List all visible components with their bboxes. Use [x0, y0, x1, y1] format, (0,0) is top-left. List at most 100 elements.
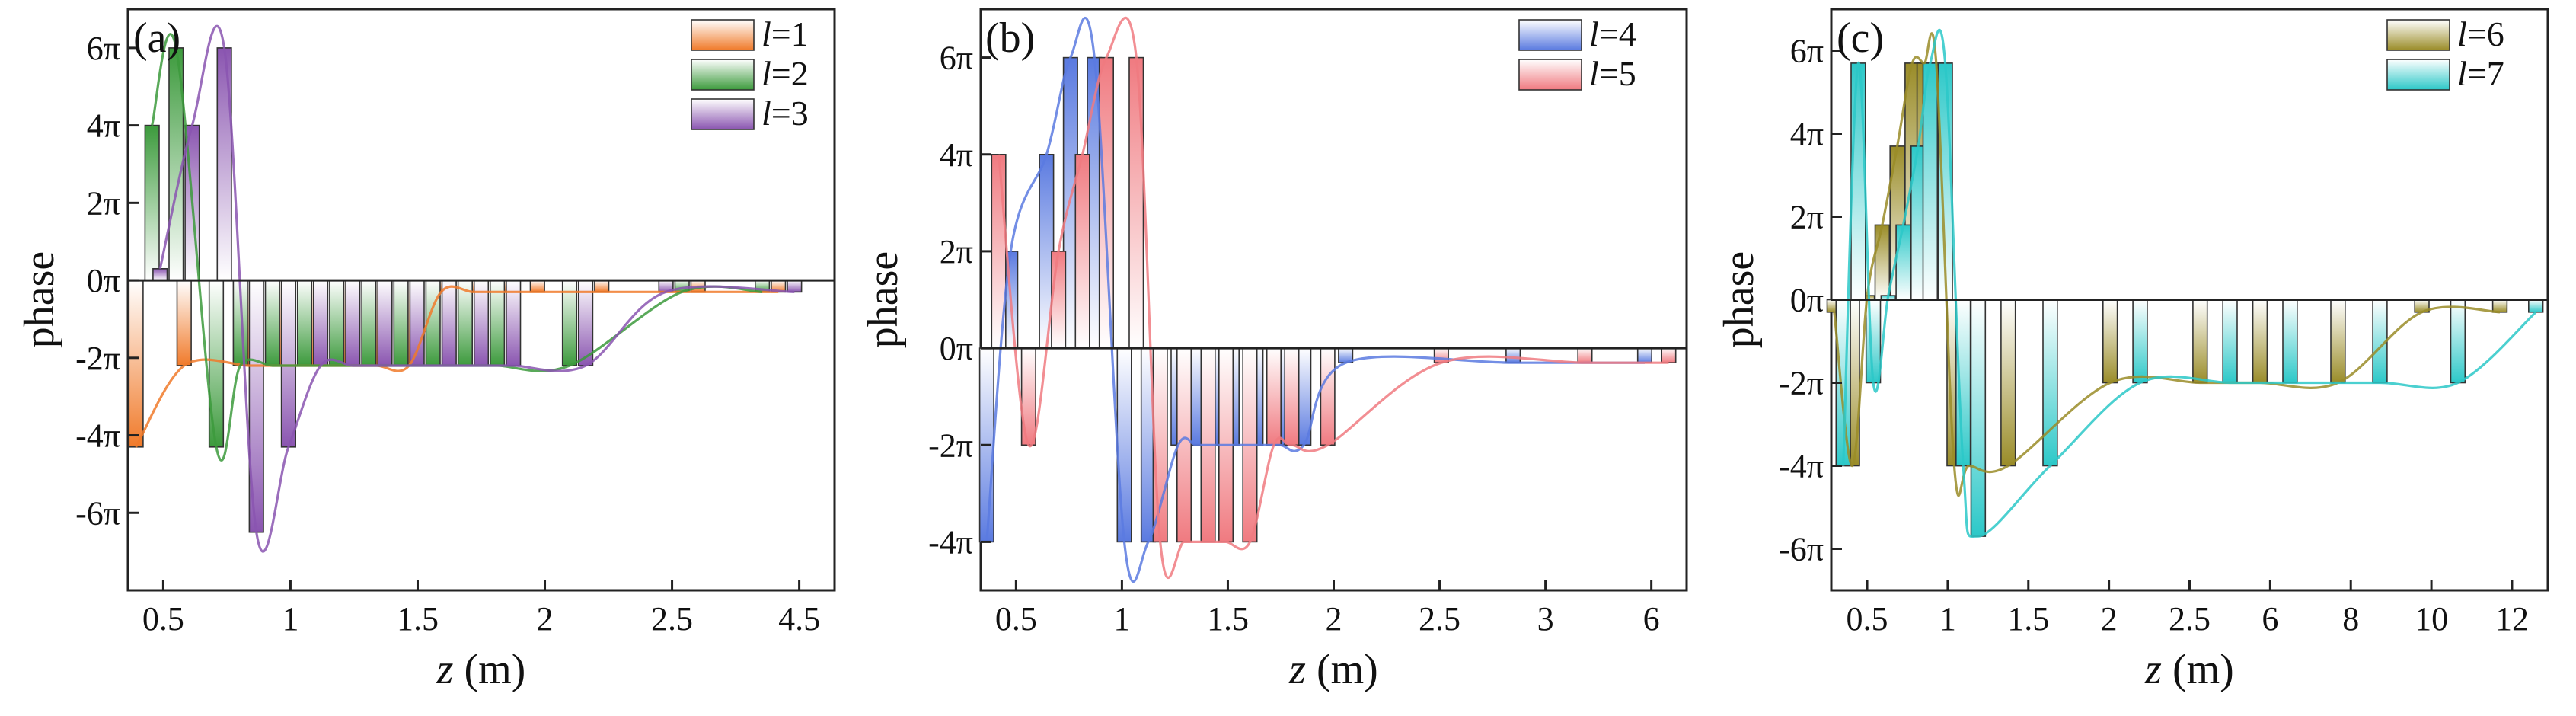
bar-0-1-4 [264, 280, 280, 366]
x-tick-label: 0.5 [995, 600, 1037, 638]
series-curve-2-1 [1842, 28, 2537, 539]
x-tick-label: 2 [537, 600, 554, 638]
bar-2-0-10 [2000, 299, 2016, 467]
bar-0-2-2 [216, 47, 232, 281]
bar-2-0-12 [2192, 299, 2208, 384]
bar-2-1-16 [2528, 299, 2544, 313]
bar-2-0-3 [1874, 224, 1891, 301]
legend-entry: l=7 [2457, 54, 2504, 93]
bar-2-1-4 [1895, 224, 1911, 301]
bar-0-1-10 [457, 280, 473, 366]
y-axis-label: phase [16, 251, 63, 349]
x-tick-label: 6 [1643, 600, 1660, 638]
bar-1-0-16 [1636, 347, 1652, 364]
bar-0-0-1 [176, 280, 192, 366]
x-tick-label: 1 [1939, 600, 1956, 638]
bar-0-2-0 [152, 267, 168, 281]
bar-0-1-5 [296, 280, 313, 366]
bar-0-0-12 [594, 280, 610, 293]
bar-1-1-4 [1098, 56, 1114, 349]
x-axis-label: z (m) [2144, 646, 2234, 693]
x-tick-label: 12 [2495, 600, 2529, 638]
y-tick-label: 2π [940, 233, 973, 270]
bar-2-0-14 [2330, 299, 2346, 384]
y-tick-label: -4π [75, 417, 120, 455]
x-tick-label: 2.5 [651, 600, 693, 638]
bar-0-1-6 [329, 280, 345, 366]
panel-c: 6π 4π 2π 0π -2π -4π -6π 0.5 1 1.5 2 2.5 6 8 10 12 z (m) p… [1716, 8, 2549, 693]
bar-2-0-13 [2252, 299, 2268, 384]
x-tick-label: 2 [1326, 600, 1342, 638]
y-tick-label: 0π [1790, 282, 1824, 319]
x-tick-label: 0.5 [1847, 600, 1888, 638]
series-curve-0-1 [151, 33, 763, 462]
x-tick-label: 2 [2101, 600, 2118, 638]
bar-1-0-5 [1116, 347, 1132, 543]
bar-1-1-11 [1266, 347, 1282, 446]
x-tick-label: 2.5 [1419, 600, 1460, 638]
x-axis-label: z (m) [1288, 646, 1378, 693]
panel-a: 6π 4π 2π 0π -2π -4π -6π 0.5 1 1.5 2 2.5 4.5 z (m) phas… [16, 8, 836, 693]
bar-1-1-3 [1074, 154, 1090, 349]
x-axis-label: z (m) [436, 646, 526, 693]
y-axis-label: phase [1716, 251, 1763, 349]
bar-2-1-12 [2222, 299, 2238, 384]
x-tick-label: 1.5 [2007, 600, 2049, 638]
legend-entry: l=2 [761, 54, 809, 93]
panel-label: (a) [133, 14, 180, 62]
x-tick-label: 10 [2415, 600, 2448, 638]
y-tick-label: -4π [928, 523, 973, 561]
bar-0-2-6 [345, 280, 361, 366]
bar-0-0-11 [529, 280, 545, 293]
y-tick-label: -2π [928, 427, 973, 464]
x-tick-label: 0.5 [142, 600, 184, 638]
bar-1-1-16 [1661, 347, 1677, 364]
y-axis-label: phase [860, 251, 907, 349]
y-tick-label: -4π [1779, 448, 1824, 485]
bar-1-1-2 [1051, 251, 1067, 349]
x-tick-label: 1.5 [1207, 600, 1249, 638]
x-tick-label: 6 [2262, 600, 2278, 638]
y-tick-label: 0π [87, 262, 120, 299]
bar-1-0-15 [1505, 347, 1521, 364]
legend-swatch [691, 59, 755, 91]
panel-label: (c) [1837, 14, 1884, 62]
y-tick-label: -2π [1779, 365, 1824, 402]
y-tick-label: 4π [1790, 116, 1824, 153]
y-tick-label: -6π [75, 494, 120, 532]
legend-swatch [1518, 19, 1582, 51]
y-tick-label: 4π [940, 136, 973, 174]
series-curve-0-2 [158, 24, 795, 553]
legend-entry: l=4 [1589, 14, 1636, 53]
x-tick-label: 8 [2342, 600, 2359, 638]
bar-0-2-9 [441, 280, 457, 366]
legend-entry: l=1 [761, 14, 809, 53]
y-tick-label: 6π [1790, 33, 1824, 70]
bar-1-1-5 [1128, 56, 1144, 349]
bar-1-1-12 [1284, 347, 1300, 446]
bar-2-0-16 [2491, 299, 2508, 313]
x-tick-label: 2.5 [2169, 600, 2211, 638]
bar-0-2-14 [787, 280, 803, 293]
legend-entry: l=5 [1589, 54, 1636, 93]
bar-2-1-9 [1970, 299, 1987, 537]
x-tick-label: 1 [282, 600, 298, 638]
bar-1-1-15 [1577, 347, 1593, 364]
legend-swatch [1518, 59, 1582, 91]
y-tick-label: -2π [75, 340, 120, 377]
y-tick-label: 4π [87, 107, 120, 145]
bar-0-1-7 [361, 280, 377, 366]
series-curve-1-0 [985, 17, 1645, 583]
bar-2-0-11 [2102, 299, 2118, 384]
panel-label: (b) [985, 14, 1035, 62]
bar-0-1-0 [144, 124, 160, 281]
legend-swatch [2386, 59, 2450, 91]
y-tick-label: 6π [87, 30, 120, 67]
bar-0-2-5 [312, 280, 329, 366]
bar-2-1-15 [2450, 299, 2466, 384]
x-tick-label: 4.5 [778, 600, 820, 638]
legend-swatch [2386, 19, 2450, 51]
y-tick-label: 2π [87, 184, 120, 222]
panel-b: 6π 4π 2π 0π -2π -4π 0.5 1 1.5 2 2.5 3 6 z (m) phase (b)… [860, 8, 1688, 693]
